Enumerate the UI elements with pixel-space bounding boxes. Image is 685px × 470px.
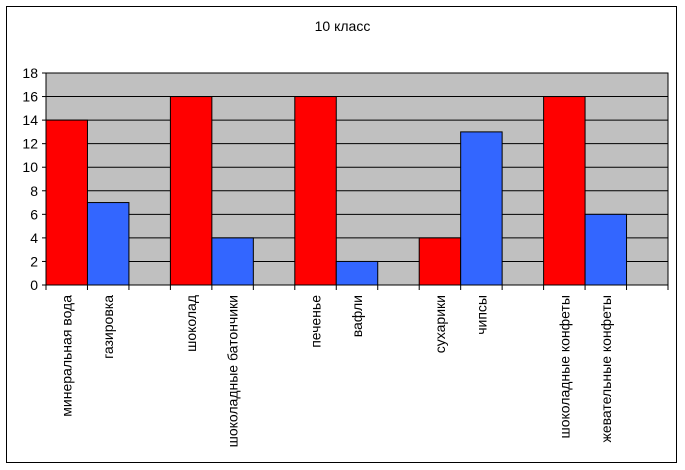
y-tick-label: 4: [30, 230, 38, 246]
y-tick-label: 14: [22, 112, 38, 128]
y-tick-label: 0: [30, 277, 38, 293]
y-tick-label: 10: [22, 159, 38, 175]
category-label: чипсы: [473, 295, 489, 335]
category-label: шоколадные конфеты: [556, 295, 572, 439]
category-label: газировка: [100, 295, 116, 359]
bar: [460, 131, 503, 286]
y-tick-label: 2: [30, 253, 38, 269]
y-tick-label: 8: [30, 183, 38, 199]
bar: [294, 96, 337, 286]
y-tick-label: 18: [22, 65, 38, 81]
category-label: печенье: [308, 295, 324, 348]
y-tick-label: 12: [22, 136, 38, 152]
category-label: вафли: [349, 295, 365, 337]
category-label: минеральная вода: [59, 295, 75, 417]
chart-title: 10 класс: [314, 18, 371, 34]
y-tick-label: 6: [30, 206, 38, 222]
bar: [543, 96, 586, 286]
bar: [584, 213, 628, 286]
category-label: шоколадные батончики: [225, 295, 241, 447]
bar: [86, 202, 130, 286]
bar: [335, 260, 379, 286]
bar: [45, 119, 88, 286]
bar: [211, 237, 254, 286]
category-label: жевательные конфеты: [598, 295, 614, 443]
bar: [418, 237, 462, 286]
category-label: сухарики: [432, 295, 448, 353]
category-label: шоколад: [183, 295, 199, 352]
y-tick-label: 16: [22, 89, 38, 105]
bar: [169, 96, 213, 286]
